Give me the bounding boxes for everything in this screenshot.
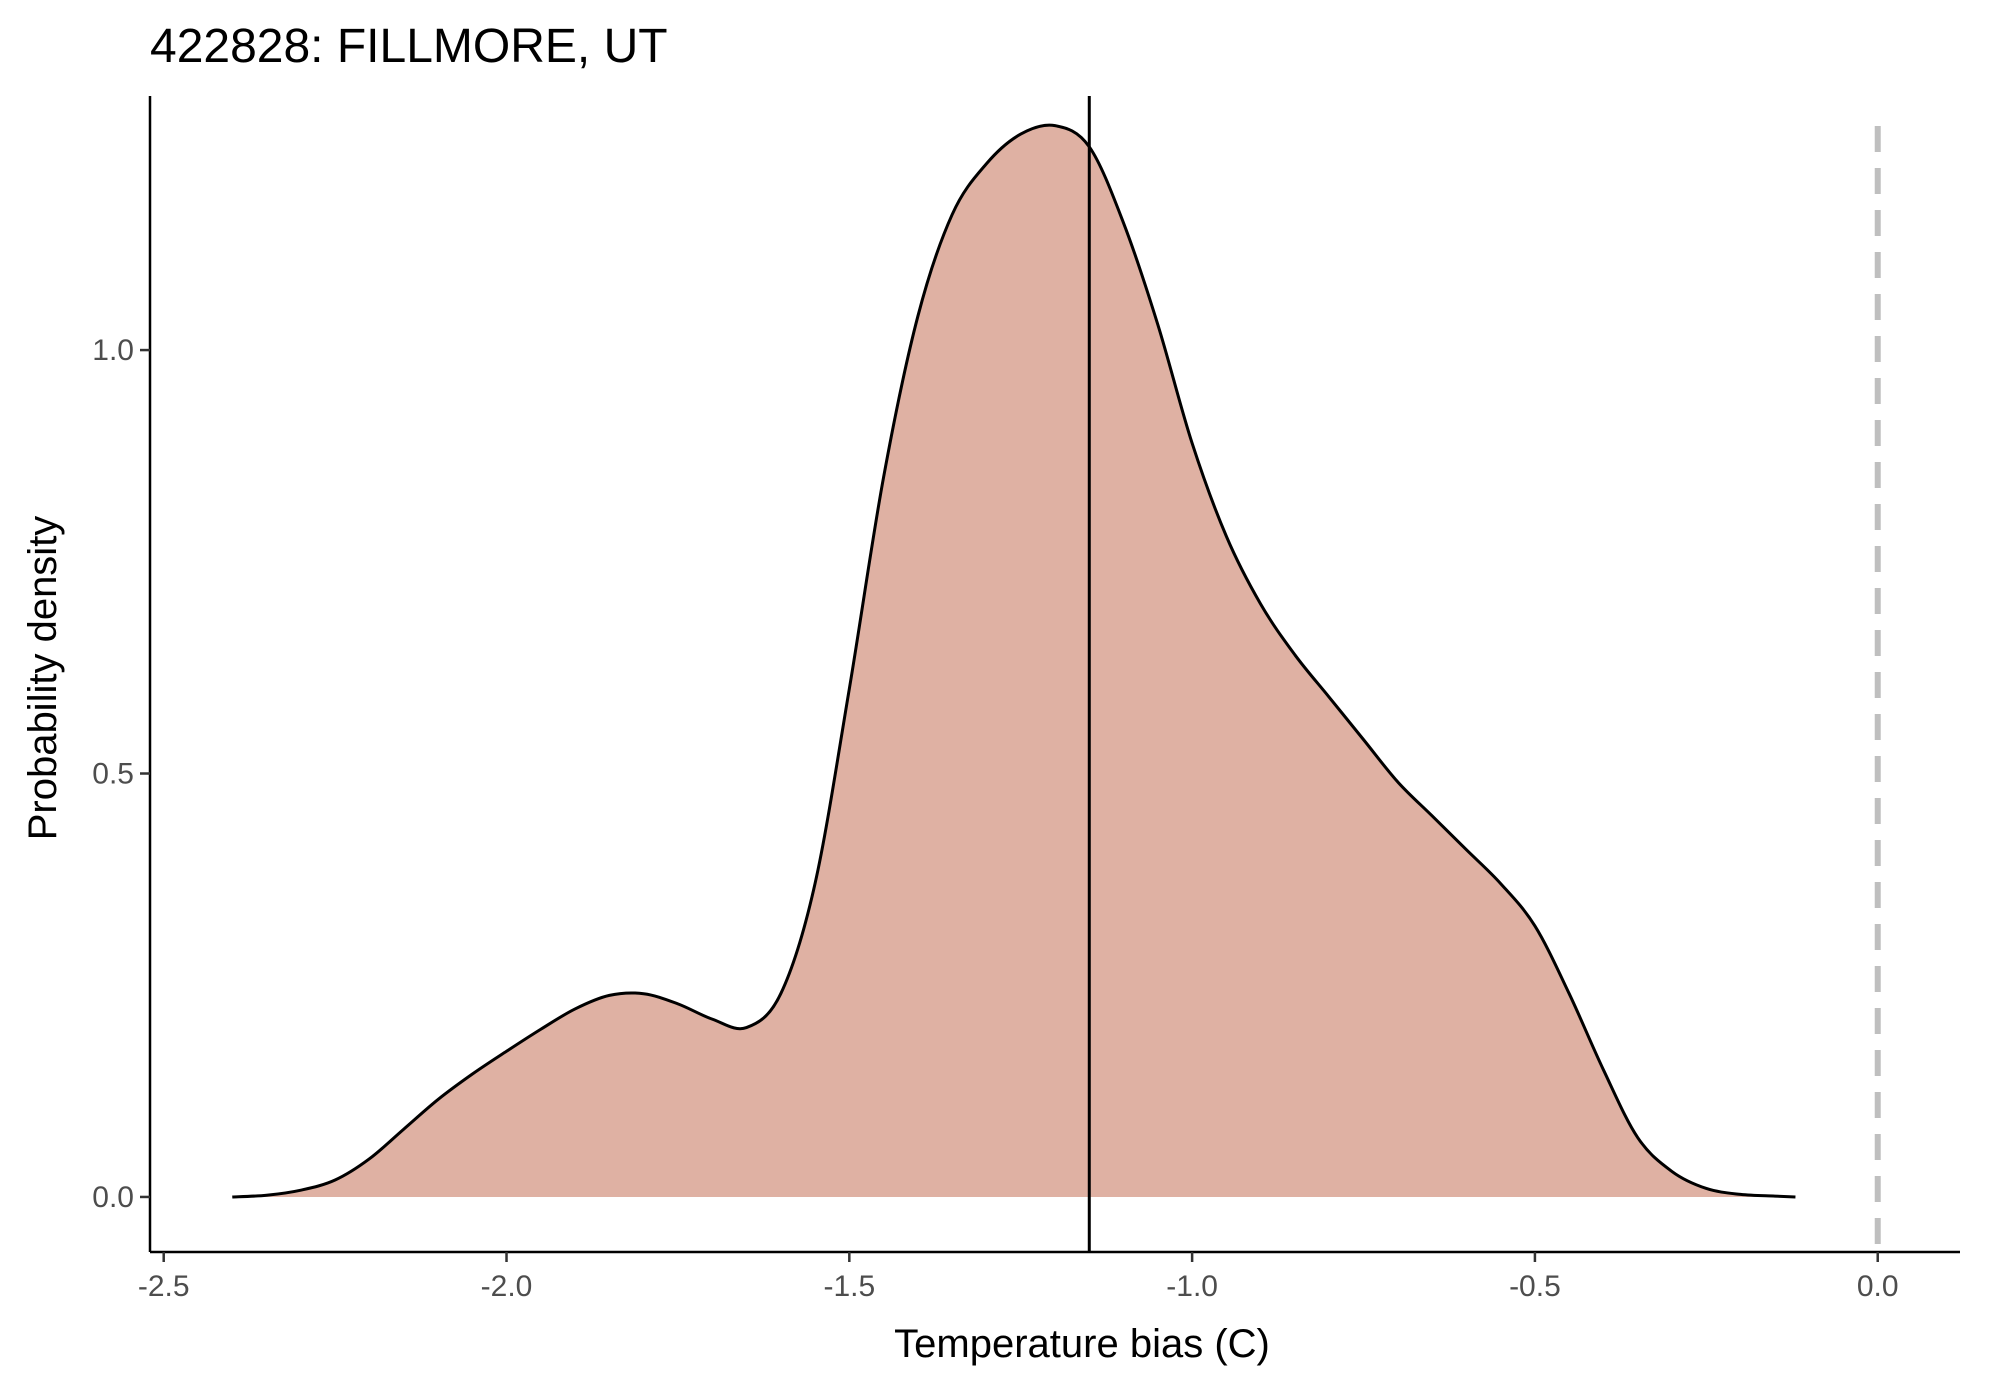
y-axis-ticks: 0.0 0.5 1.0 <box>92 334 150 1214</box>
y-tick-label: 0.0 <box>92 1181 134 1214</box>
x-tick-label: -1.5 <box>823 1270 875 1303</box>
x-axis-label: Temperature bias (C) <box>894 1322 1270 1366</box>
y-tick-label: 1.0 <box>92 334 134 367</box>
density-area <box>232 125 1796 1197</box>
x-tick-label: 0.0 <box>1857 1270 1899 1303</box>
y-axis-label: Probability density <box>21 516 65 841</box>
x-tick-label: -2.0 <box>481 1270 533 1303</box>
y-tick-label: 0.5 <box>92 758 134 791</box>
x-axis-ticks: -2.5 -2.0 -1.5 -1.0 -0.5 0.0 <box>138 1252 1899 1303</box>
chart-title: 422828: FILLMORE, UT <box>150 20 668 73</box>
x-tick-label: -2.5 <box>138 1270 190 1303</box>
x-tick-label: -1.0 <box>1166 1270 1218 1303</box>
plot-area <box>232 96 1881 1252</box>
x-tick-label: -0.5 <box>1509 1270 1561 1303</box>
density-curve <box>232 123 1796 1199</box>
